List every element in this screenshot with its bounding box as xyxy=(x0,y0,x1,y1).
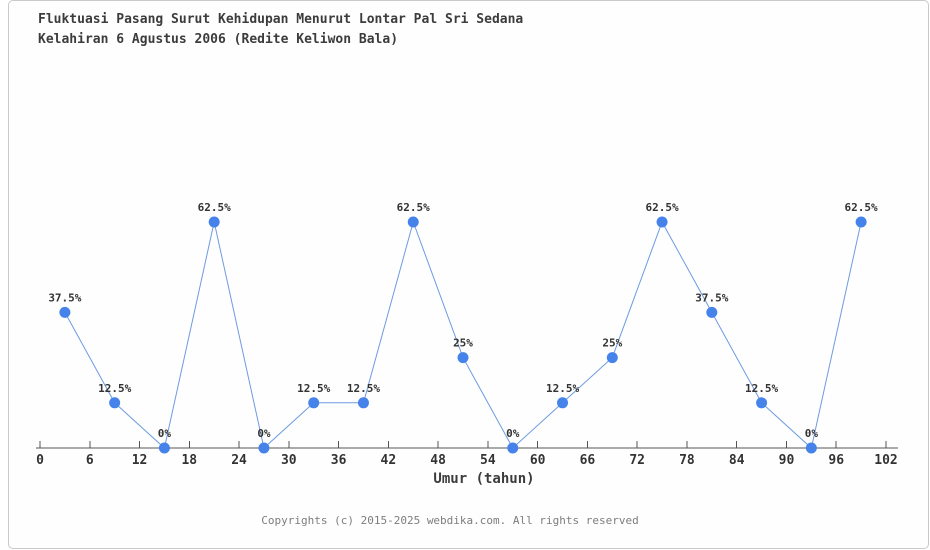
x-axis-tick-label: 102 xyxy=(874,453,897,468)
x-axis-tick-label: 36 xyxy=(331,453,347,468)
data-point-label: 12.5% xyxy=(347,382,380,395)
x-axis-tick-label: 0 xyxy=(36,453,44,468)
data-point xyxy=(308,397,320,409)
x-axis-tick-label: 72 xyxy=(629,453,645,468)
data-point-label: 0% xyxy=(805,427,819,440)
data-point xyxy=(507,442,519,454)
copyright-text: Copyrights (c) 2015-2025 webdika.com. Al… xyxy=(261,514,639,527)
data-point-label: 62.5% xyxy=(845,201,878,214)
data-point-label: 12.5% xyxy=(98,382,131,395)
data-point-label: 62.5% xyxy=(397,201,430,214)
data-point-label: 62.5% xyxy=(645,201,678,214)
data-point xyxy=(756,397,768,409)
data-point-label: 12.5% xyxy=(745,382,778,395)
chart-header: Fluktuasi Pasang Surut Kehidupan Menurut… xyxy=(38,10,523,50)
data-point-label: 37.5% xyxy=(695,291,728,304)
data-point-label: 0% xyxy=(506,427,520,440)
data-point xyxy=(208,216,220,228)
data-point xyxy=(407,216,419,228)
x-axis-tick-label: 60 xyxy=(530,453,546,468)
x-axis-tick-label: 84 xyxy=(729,453,745,468)
x-axis-tick-label: 18 xyxy=(181,453,197,468)
data-point-label: 0% xyxy=(257,427,271,440)
data-point xyxy=(357,397,369,409)
x-axis-tick-label: 48 xyxy=(430,453,446,468)
data-point-label: 25% xyxy=(602,337,622,350)
data-point xyxy=(606,352,618,364)
data-point-label: 0% xyxy=(158,427,172,440)
x-axis-tick-label: 96 xyxy=(828,453,844,468)
x-axis-tick-label: 30 xyxy=(281,453,297,468)
data-line xyxy=(64,220,862,449)
data-point xyxy=(557,397,569,409)
data-point-label: 25% xyxy=(453,337,473,350)
data-point xyxy=(109,397,121,409)
data-point xyxy=(855,216,867,228)
chart-subtitle: Kelahiran 6 Agustus 2006 (Redite Keliwon… xyxy=(38,32,399,47)
x-axis-tick-label: 54 xyxy=(480,453,496,468)
data-point xyxy=(457,352,469,364)
x-axis-tick-label: 78 xyxy=(679,453,695,468)
chart-panel xyxy=(8,0,929,549)
data-point xyxy=(656,216,668,228)
x-axis-tick-label: 12 xyxy=(132,453,148,468)
data-point-label: 62.5% xyxy=(198,201,231,214)
chart-title: Fluktuasi Pasang Surut Kehidupan Menurut… xyxy=(38,12,524,27)
x-axis-tick-label: 6 xyxy=(86,453,94,468)
data-point-label: 37.5% xyxy=(48,291,81,304)
data-point-label: 12.5% xyxy=(297,382,330,395)
data-point xyxy=(59,306,71,318)
x-axis-tick-label: 42 xyxy=(381,453,397,468)
x-axis-title: Umur (tahun) xyxy=(433,471,535,487)
data-point xyxy=(158,442,170,454)
data-point xyxy=(805,442,817,454)
data-point xyxy=(706,306,718,318)
x-axis-tick-label: 90 xyxy=(779,453,795,468)
data-point xyxy=(258,442,270,454)
x-axis-tick-label: 66 xyxy=(580,453,596,468)
x-axis-tick-label: 24 xyxy=(231,453,247,468)
data-point-label: 12.5% xyxy=(546,382,579,395)
